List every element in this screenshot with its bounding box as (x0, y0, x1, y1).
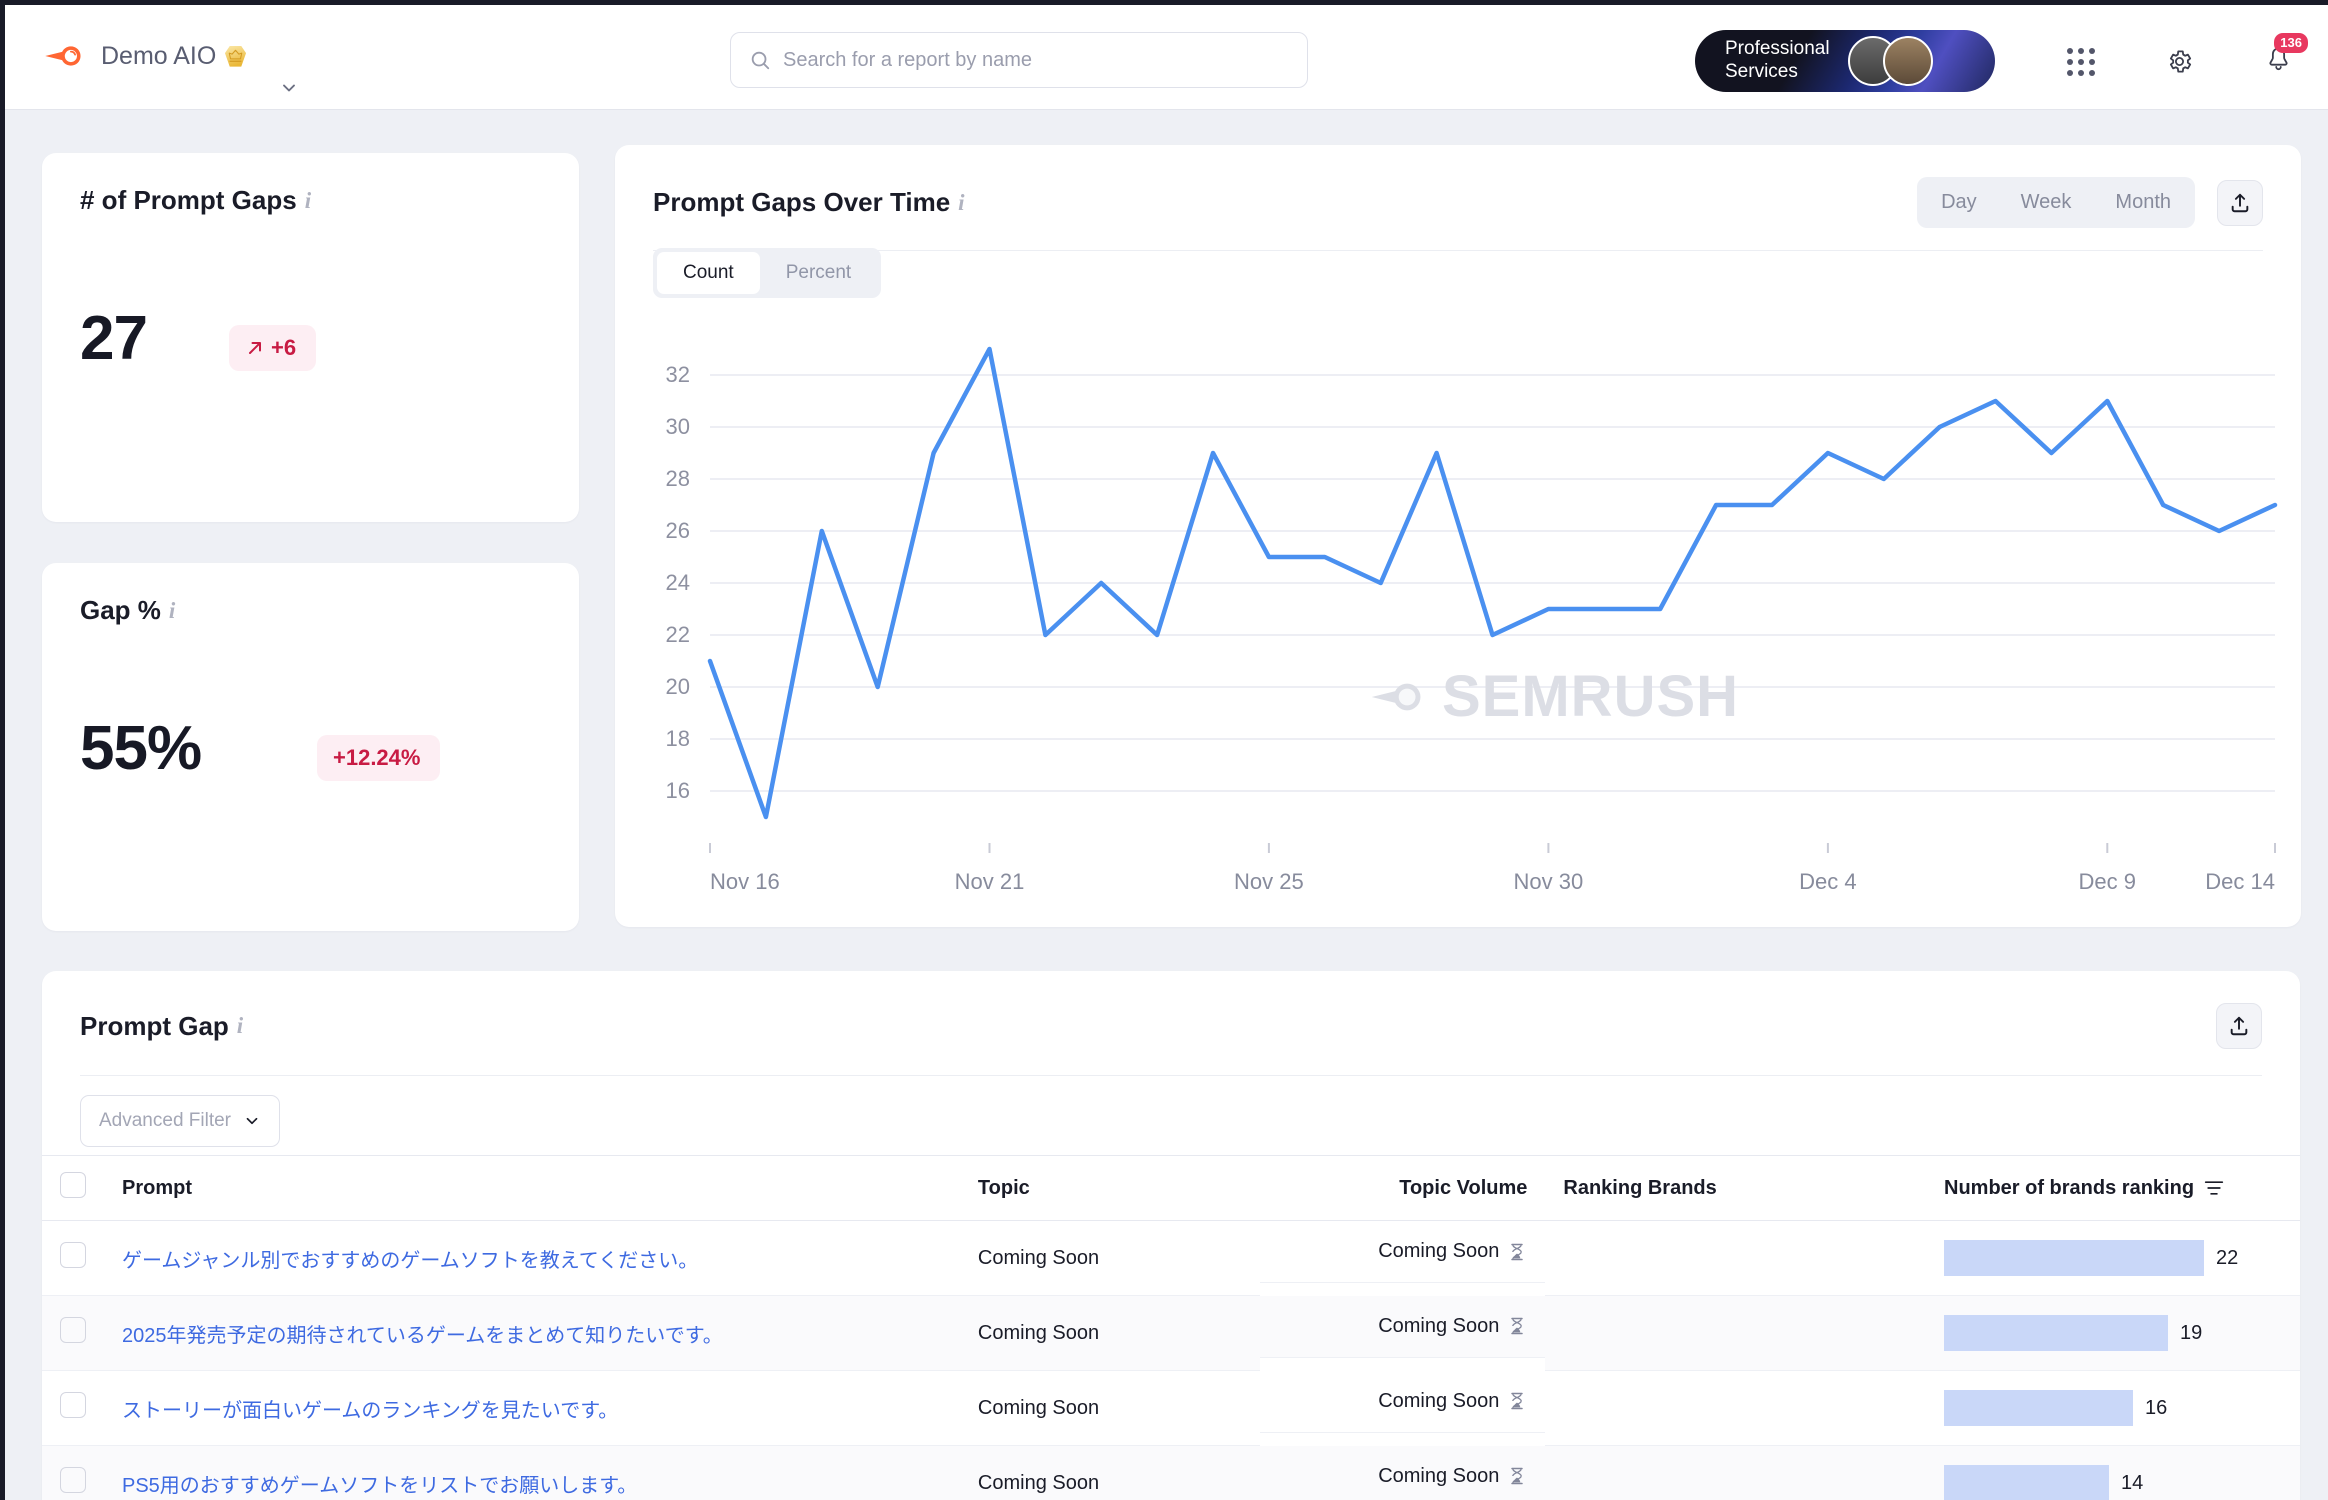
svg-text:32: 32 (666, 362, 690, 387)
svg-text:22: 22 (666, 622, 690, 647)
svg-text:24: 24 (666, 570, 690, 595)
svg-text:20: 20 (666, 674, 690, 699)
svg-text:30: 30 (666, 414, 690, 439)
svg-text:18: 18 (666, 726, 690, 751)
svg-text:Nov 21: Nov 21 (955, 869, 1025, 894)
svg-text:Nov 30: Nov 30 (1514, 869, 1584, 894)
svg-text:Dec 4: Dec 4 (1799, 869, 1856, 894)
svg-text:Dec 14: Dec 14 (2205, 869, 2275, 894)
svg-text:26: 26 (666, 518, 690, 543)
svg-text:Nov 16: Nov 16 (710, 869, 780, 894)
svg-text:16: 16 (666, 778, 690, 803)
svg-text:Dec 9: Dec 9 (2079, 869, 2136, 894)
svg-text:Nov 25: Nov 25 (1234, 869, 1304, 894)
svg-text:28: 28 (666, 466, 690, 491)
